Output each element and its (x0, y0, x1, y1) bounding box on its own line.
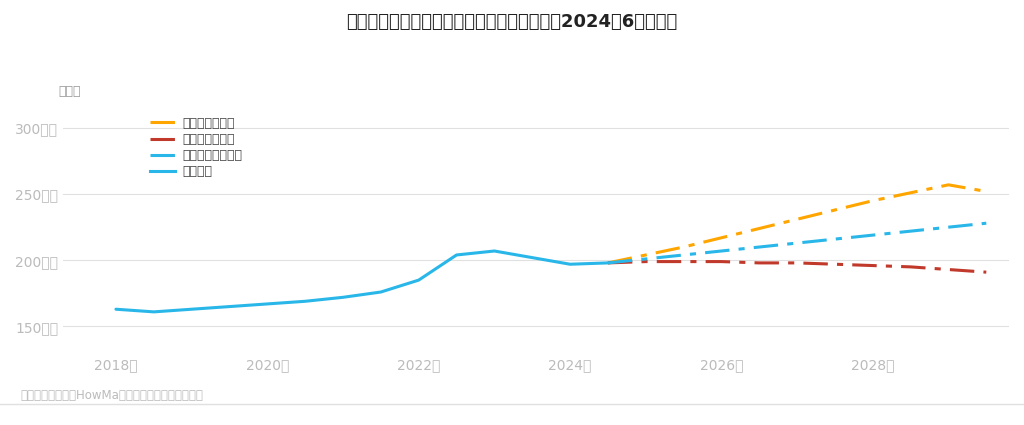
Text: 北与野駅周辺の中古マンションの価格動向（2024年6月時点）: 北与野駅周辺の中古マンションの価格動向（2024年6月時点） (346, 13, 678, 31)
Text: 坤単価: 坤単価 (58, 85, 81, 98)
Text: 売出し事例を元にHowMa運営元のコラビットが集計: 売出し事例を元にHowMa運営元のコラビットが集計 (20, 388, 204, 402)
Legend: グッドシナリオ, バッドシナリオ, ノーマルシナリオ, 過去推移: グッドシナリオ, バッドシナリオ, ノーマルシナリオ, 過去推移 (150, 117, 242, 178)
